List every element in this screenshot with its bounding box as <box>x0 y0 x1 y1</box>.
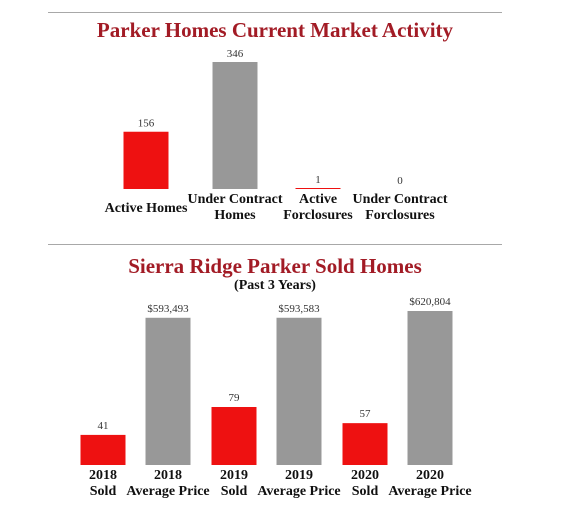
bar-2020-sold <box>342 423 388 465</box>
category-label-2018-sold-line-1: 2018 <box>89 468 117 483</box>
category-label-under-contract-forclosures-line-2: Forclosures <box>365 208 435 223</box>
bar-under-contract-homes <box>212 62 258 189</box>
bar-active-homes <box>123 131 169 189</box>
category-label-2019-average-price-line-2: Average Price <box>257 484 340 499</box>
category-label-under-contract-homes-line-2: Homes <box>214 208 256 223</box>
data-label-2020-sold: 57 <box>360 408 372 420</box>
category-label-active-forclosures-line-1: Active <box>299 192 337 207</box>
category-label-2018-sold-line-2: Sold <box>90 484 117 499</box>
data-label-under-contract-homes: 346 <box>227 48 244 60</box>
chart-subtitle: (Past 3 Years) <box>234 278 316 293</box>
category-label-under-contract-homes-line-1: Under Contract <box>187 192 282 207</box>
bar-2019-sold <box>211 407 257 465</box>
bar-2020-average-price <box>407 311 453 465</box>
category-label-2019-sold-line-1: 2019 <box>220 468 248 483</box>
bar-active-forclosures <box>295 188 341 189</box>
category-label-2018-average-price-line-1: 2018 <box>154 468 182 483</box>
category-label-active-homes: Active Homes <box>105 201 188 216</box>
data-label-2018-sold: 41 <box>98 420 109 432</box>
chart-title: Parker Homes Current Market Activity <box>96 18 454 42</box>
chart-title: Sierra Ridge Parker Sold Homes <box>128 254 422 278</box>
category-label-2019-average-price-line-1: 2019 <box>285 468 313 483</box>
data-label-under-contract-forclosures: 0 <box>397 175 403 187</box>
category-label-2020-average-price-line-2: Average Price <box>388 484 471 499</box>
category-label-2020-sold-line-1: 2020 <box>351 468 379 483</box>
bar-2018-average-price <box>145 317 191 465</box>
category-label-2020-sold-line-2: Sold <box>352 484 379 499</box>
bar-2018-sold <box>80 434 126 465</box>
data-label-2019-sold: 79 <box>229 392 241 404</box>
data-label-2020-average-price: $620,804 <box>409 296 451 308</box>
data-label-active-homes: 156 <box>138 118 155 130</box>
bar-2019-average-price <box>276 317 322 465</box>
category-label-2020-average-price-line-1: 2020 <box>416 468 444 483</box>
data-label-2018-average-price: $593,493 <box>147 303 189 315</box>
category-label-2019-sold-line-2: Sold <box>221 484 248 499</box>
category-label-under-contract-forclosures-line-1: Under Contract <box>352 192 447 207</box>
data-label-active-forclosures: 1 <box>315 174 321 186</box>
data-label-2019-average-price: $593,583 <box>278 303 320 315</box>
top-divider <box>48 12 502 13</box>
category-label-2018-average-price-line-2: Average Price <box>126 484 209 499</box>
section-divider <box>48 244 502 245</box>
category-label-active-forclosures-line-2: Forclosures <box>283 208 353 223</box>
